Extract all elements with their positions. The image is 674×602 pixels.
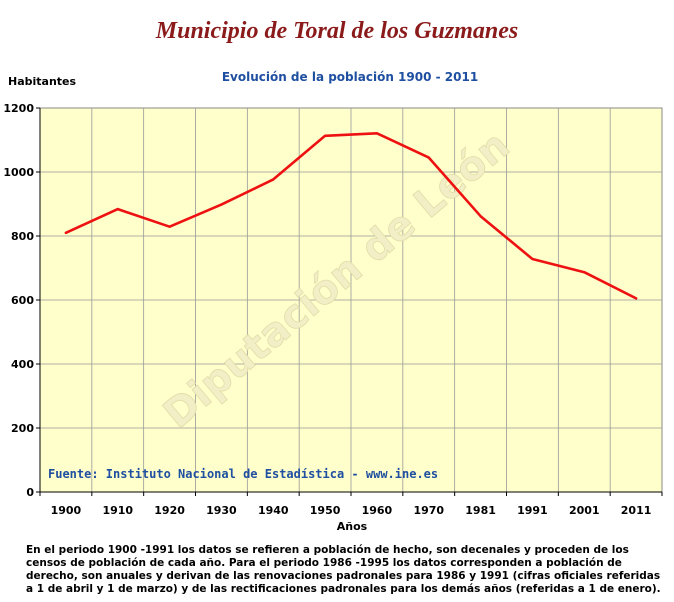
x-tick-label: 1960 <box>362 504 393 517</box>
footnote: En el periodo 1900 -1991 los datos se re… <box>26 544 661 595</box>
chart-subtitle: Evolución de la población 1900 - 2011 <box>221 70 479 84</box>
x-tick-label: 1950 <box>310 504 341 517</box>
y-tick-label: 200 <box>11 422 34 435</box>
y-tick-label: 0 <box>26 486 34 499</box>
y-tick-label: 600 <box>11 294 34 307</box>
x-tick-label: 1930 <box>206 504 237 517</box>
y-axis-label: Habitantes <box>8 75 77 88</box>
x-tick-label: 1910 <box>102 504 133 517</box>
y-tick-label: 1000 <box>3 166 34 179</box>
x-axis-label: Años <box>336 520 368 533</box>
y-tick-label: 400 <box>11 358 34 371</box>
population-line <box>64 132 638 300</box>
y-tick-label: 800 <box>11 230 34 243</box>
x-tick-label: 1981 <box>465 504 496 517</box>
x-tick-label: 2011 <box>621 504 652 517</box>
source-note: Fuente: Instituto Nacional de Estadístic… <box>48 467 439 481</box>
y-tick-label: 1200 <box>3 102 34 115</box>
page-title: Municipio de Toral de los Guzmanes <box>155 18 519 44</box>
x-tick-label: 1900 <box>51 504 82 517</box>
x-tick-label: 1970 <box>413 504 444 517</box>
x-tick-label: 1920 <box>154 504 185 517</box>
x-tick-label: 1991 <box>517 504 548 517</box>
x-tick-label: 2001 <box>569 504 600 517</box>
x-tick-label: 1940 <box>258 504 289 517</box>
